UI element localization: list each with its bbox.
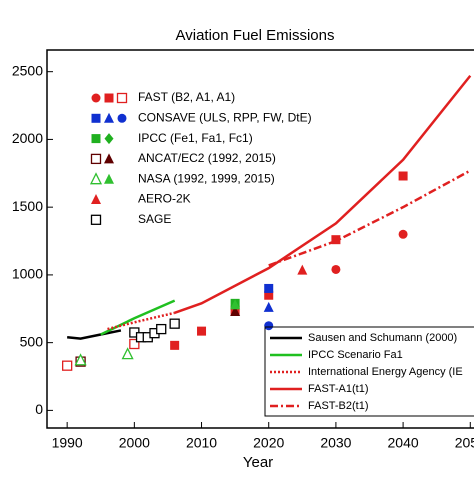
marker bbox=[91, 113, 101, 123]
marker bbox=[104, 153, 114, 164]
marker bbox=[121, 347, 134, 360]
marker bbox=[90, 153, 102, 165]
y-tick-label: 0 bbox=[35, 401, 43, 417]
marker bbox=[104, 93, 114, 103]
x-tick-label: 2030 bbox=[320, 435, 351, 451]
marker bbox=[230, 299, 241, 310]
chart-title: Aviation Fuel Emissions bbox=[176, 27, 335, 44]
marker bbox=[297, 264, 308, 275]
marker bbox=[104, 173, 114, 184]
legend-label: SAGE bbox=[138, 212, 171, 226]
marker bbox=[264, 290, 274, 300]
x-tick-label: 2010 bbox=[186, 435, 217, 451]
marker bbox=[91, 134, 101, 144]
x-axis-label: Year bbox=[243, 454, 273, 471]
marker bbox=[104, 112, 114, 123]
legend-label: IPCC (Fe1, Fa1, Fc1) bbox=[138, 131, 253, 145]
legend-label: International Energy Agency (IE bbox=[308, 366, 463, 378]
line-series bbox=[107, 311, 175, 331]
legend-label: AERO-2K bbox=[138, 192, 191, 206]
marker bbox=[230, 305, 241, 316]
legend-label: CONSAVE (ULS, RPP, FW, DtE) bbox=[138, 110, 312, 124]
marker bbox=[331, 235, 341, 245]
marker bbox=[104, 133, 114, 145]
marker bbox=[331, 264, 341, 274]
marker bbox=[62, 360, 73, 371]
line-series bbox=[268, 169, 471, 267]
legend-label: FAST (B2, A1, A1) bbox=[138, 90, 235, 104]
x-tick-label: 2020 bbox=[253, 435, 284, 451]
marker bbox=[170, 340, 180, 350]
marker bbox=[117, 113, 127, 123]
y-tick-label: 2500 bbox=[12, 62, 43, 78]
marker bbox=[264, 283, 274, 293]
x-tick-label: 2040 bbox=[388, 435, 419, 451]
y-tick-label: 1500 bbox=[12, 198, 43, 214]
marker bbox=[264, 321, 274, 331]
marker bbox=[263, 301, 274, 312]
marker bbox=[169, 318, 180, 329]
marker bbox=[398, 229, 408, 239]
line-series bbox=[67, 329, 122, 340]
marker bbox=[91, 93, 101, 103]
legend-box bbox=[264, 326, 474, 417]
legend-label: FAST-B2(t1) bbox=[308, 400, 369, 412]
x-tick-label: 1990 bbox=[52, 435, 83, 451]
legend-label: ANCAT/EC2 (1992, 2015) bbox=[138, 151, 276, 165]
marker bbox=[91, 194, 101, 204]
marker bbox=[197, 326, 207, 336]
y-tick-label: 500 bbox=[20, 333, 44, 349]
y-tick-label: 1000 bbox=[12, 266, 43, 282]
legend-label: FAST-A1(t1) bbox=[308, 383, 369, 395]
marker bbox=[89, 172, 103, 185]
marker bbox=[156, 323, 167, 335]
legend-label: Sausen and Schumann (2000) bbox=[308, 332, 457, 344]
legend-label: IPCC Scenario Fa1 bbox=[308, 349, 403, 361]
marker bbox=[398, 171, 408, 181]
legend: FAST (B2, A1, A1) CONSAVE (ULS, RPP, FW, … bbox=[89, 90, 474, 417]
x-tick-label: 2000 bbox=[119, 435, 150, 451]
marker bbox=[116, 92, 128, 104]
y-tick-label: 2000 bbox=[12, 130, 43, 146]
marker bbox=[129, 338, 140, 350]
marker bbox=[90, 214, 102, 225]
plot-frame bbox=[46, 49, 474, 429]
line-series bbox=[174, 74, 472, 315]
plot-area bbox=[62, 74, 472, 371]
marker bbox=[74, 353, 87, 366]
legend-label: NASA (1992, 1999, 2015) bbox=[138, 171, 275, 185]
x-tick-label: 2050 bbox=[455, 435, 474, 451]
